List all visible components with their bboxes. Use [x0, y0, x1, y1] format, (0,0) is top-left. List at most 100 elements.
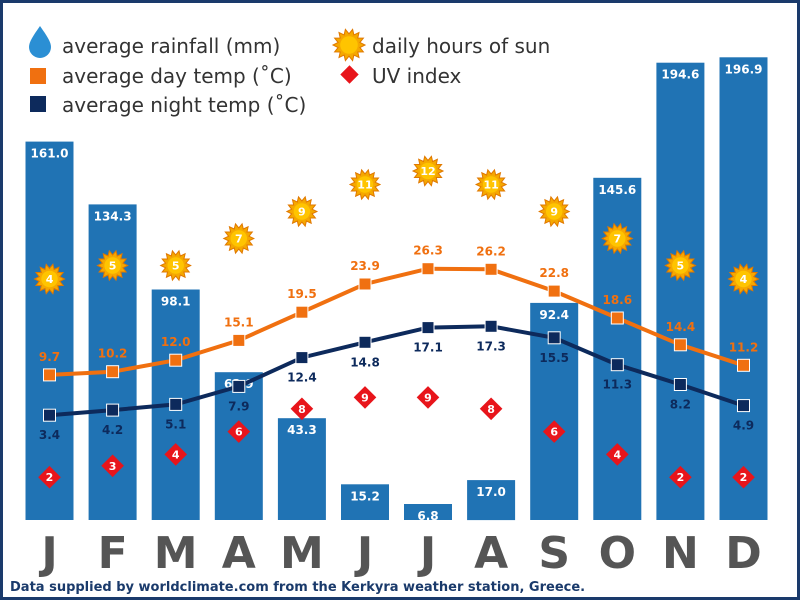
- raindrop-icon: [29, 26, 51, 58]
- month-label: J: [38, 528, 57, 579]
- sun-hours-label: 7: [235, 233, 243, 246]
- night-temp-point: [547, 331, 561, 345]
- uv-index-label: 2: [740, 471, 748, 484]
- month-label: D: [725, 528, 762, 579]
- uv-index-mark: 2: [669, 465, 692, 489]
- uv-index-label: 4: [613, 448, 621, 461]
- sun-hours-label: 12: [420, 165, 435, 178]
- night-temp-point: [421, 321, 435, 335]
- rainfall-value-label: 17.0: [476, 485, 506, 499]
- day-temp-value-label: 15.1: [224, 315, 254, 329]
- rainfall-value-label: 43.3: [287, 423, 317, 437]
- night-temp-value-label: 14.8: [350, 355, 380, 369]
- sun-hours-mark: 11: [348, 168, 382, 201]
- uv-index-label: 2: [46, 471, 54, 484]
- sun-hours-label: 9: [298, 206, 306, 219]
- night-temp-value-label: 4.9: [733, 419, 754, 433]
- uv-index-mark: 6: [542, 420, 566, 443]
- rainfall-value-label: 134.3: [94, 209, 132, 223]
- night-temp-swatch: [30, 96, 46, 112]
- night-temp-value-label: 4.2: [102, 423, 123, 437]
- day-temp-value-label: 11.2: [729, 340, 759, 354]
- legend-uv-label: UV index: [372, 64, 462, 88]
- rainfall-bar: [656, 62, 705, 520]
- night-temp-value-label: 11.3: [602, 378, 632, 392]
- month-label: J: [354, 528, 373, 579]
- rainfall-value-label: 145.6: [598, 183, 636, 197]
- rainfall-value-label: 194.6: [661, 68, 699, 82]
- rainfall-value-label: 92.4: [539, 308, 569, 322]
- uv-index-label: 3: [109, 460, 117, 473]
- sun-hours-mark: 5: [96, 249, 129, 282]
- rainfall-value-label: 15.2: [350, 489, 380, 503]
- night-temp-point: [737, 399, 750, 413]
- month-label: J: [417, 528, 436, 579]
- legend: average rainfall (mm) average day temp (…: [29, 26, 550, 117]
- sun-hours-mark: 4: [33, 263, 66, 295]
- night-temp-point: [43, 408, 56, 422]
- sun-hours-mark: 9: [285, 195, 319, 228]
- legend-night-label: average night temp (˚C): [62, 93, 306, 117]
- uv-index-label: 9: [424, 391, 432, 404]
- night-temp-point: [106, 403, 120, 417]
- month-label: N: [662, 528, 699, 579]
- sun-hours-mark: 7: [601, 222, 634, 255]
- month-label: S: [538, 528, 570, 579]
- day-temp-point: [295, 305, 309, 319]
- sun-icon-shape: [331, 28, 367, 62]
- day-temp-point: [610, 311, 624, 325]
- day-temp-value-label: 9.7: [39, 350, 60, 364]
- day-temp-series: 9.7 10.2 12.0 15.1 19.5 23.9 26.3 26.2 22.8 18.6 1…: [39, 244, 759, 382]
- night-temp-point: [169, 397, 183, 411]
- night-temp-point: [232, 379, 246, 393]
- footnote: Data supplied by worldclimate.com from t…: [10, 580, 586, 595]
- night-temp-point: [484, 319, 498, 333]
- sun-hours-label: 7: [613, 233, 621, 246]
- rainfall-bar: [404, 504, 452, 520]
- day-temp-point: [43, 368, 56, 382]
- sun-hours-mark: 4: [727, 263, 760, 295]
- rainfall-value-label: 196.9: [725, 62, 763, 76]
- sun-hours-label: 5: [677, 260, 685, 273]
- rainfall-bar: [277, 418, 326, 520]
- day-temp-point: [673, 338, 687, 352]
- uv-index-mark: 8: [479, 397, 503, 421]
- day-temp-value-label: 14.4: [666, 320, 696, 334]
- legend-sun-label: daily hours of sun: [372, 34, 550, 58]
- sun-hours-mark: 5: [159, 249, 192, 282]
- uv-index-mark: 4: [605, 443, 629, 466]
- sun-hours-mark: 11: [474, 168, 508, 201]
- rainfall-value-label: 98.1: [161, 295, 191, 309]
- sun-hours-label: 9: [550, 206, 558, 219]
- uv-index-label: 2: [677, 471, 685, 484]
- rainfall-bar: [341, 484, 389, 520]
- day-temp-value-label: 19.5: [287, 287, 317, 301]
- uv-index-label: 8: [487, 403, 495, 416]
- day-temp-value-label: 22.8: [539, 266, 569, 280]
- night-temp-value-label: 8.2: [670, 398, 691, 412]
- rainfall-bars: [25, 57, 768, 521]
- month-label: F: [98, 528, 128, 579]
- uv-index-mark: 3: [101, 454, 124, 478]
- day-temp-value-label: 26.3: [413, 244, 443, 258]
- rainfall-bar: [214, 372, 263, 520]
- day-temp-point: [737, 358, 750, 372]
- rainfall-bar: [467, 480, 516, 521]
- night-temp-point: [673, 378, 687, 391]
- rainfall-bar: [25, 141, 74, 520]
- legend-rain-label: average rainfall (mm): [62, 34, 280, 58]
- uv-index-label: 8: [298, 403, 306, 416]
- sun-hours-mark: 9: [538, 195, 571, 228]
- rainfall-labels: 161.0134.398.162.943.315.26.817.092.4145…: [31, 62, 763, 523]
- sun-hours-label: 11: [483, 179, 498, 192]
- uv-index-label: 6: [235, 426, 243, 439]
- day-temp-point: [169, 353, 183, 367]
- night-temp-value-label: 5.1: [165, 417, 186, 431]
- sun-hours-label: 5: [109, 260, 117, 273]
- night-temp-value-label: 7.9: [228, 399, 249, 413]
- rainfall-value-label: 6.8: [417, 509, 438, 523]
- night-temp-value-label: 3.4: [39, 428, 60, 442]
- sun-hours-marks: 4 5 5 7 9 11 12 11 9 7 5 4: [33, 155, 760, 295]
- day-temp-point: [547, 284, 561, 298]
